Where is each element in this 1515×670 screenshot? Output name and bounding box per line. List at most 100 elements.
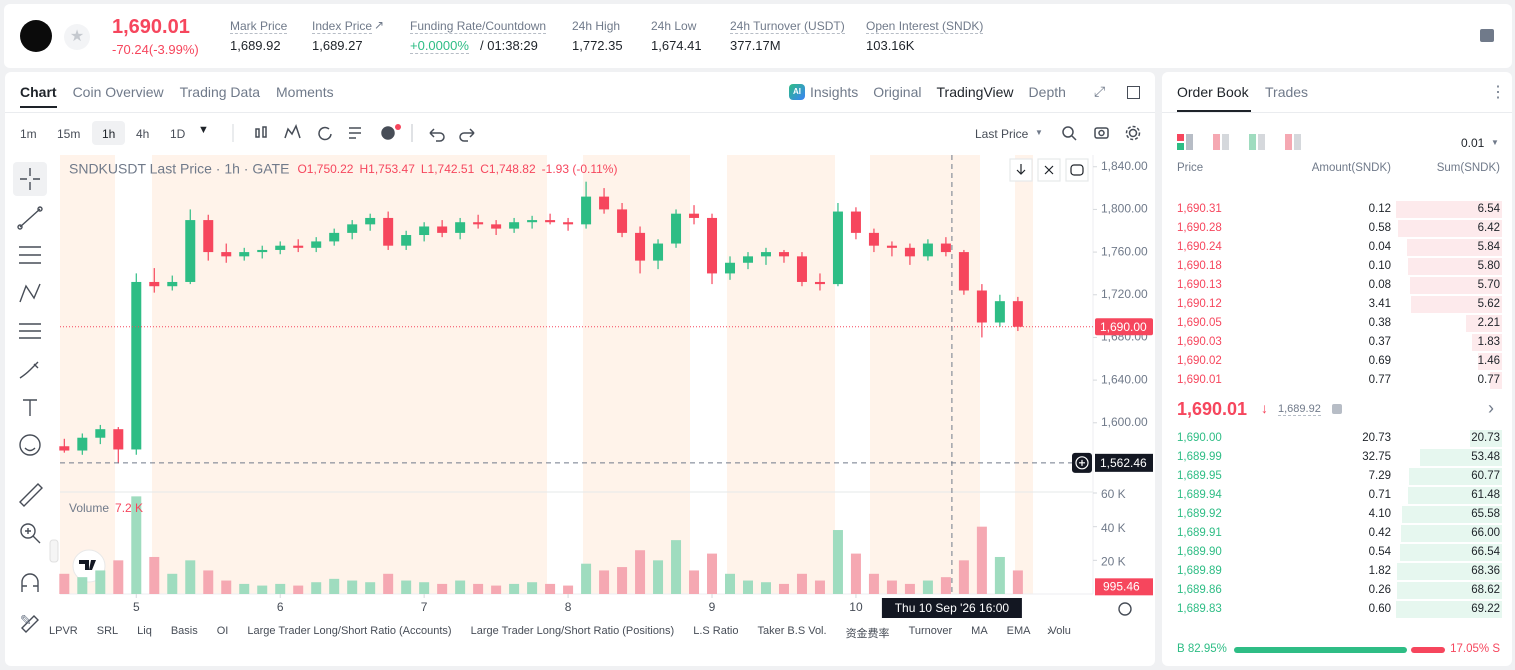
indicator[interactable]: Large Trader Long/Short Ratio (Positions… bbox=[470, 625, 675, 637]
candle-body bbox=[671, 213, 682, 244]
order-row[interactable]: 1,690.31 0.12 6.54 bbox=[1162, 200, 1512, 219]
depth-bar bbox=[1408, 468, 1502, 485]
column-header: Sum(SNDK) bbox=[1436, 162, 1500, 174]
indicator[interactable]: 资金费率 bbox=[845, 628, 890, 640]
edit-icon[interactable]: ✎ bbox=[20, 612, 32, 628]
order-row[interactable]: 1,690.00 20.73 20.73 bbox=[1162, 429, 1512, 448]
dropdown-caret[interactable]: ▼ bbox=[198, 124, 209, 136]
window-icon[interactable] bbox=[1127, 86, 1140, 99]
order-row[interactable]: 1,690.12 3.41 5.62 bbox=[1162, 295, 1512, 314]
indicator[interactable]: Large Trader Long/Short Ratio (Accounts) bbox=[247, 625, 452, 637]
candle-body bbox=[167, 281, 178, 287]
order-amount: 0.37 bbox=[1368, 336, 1391, 348]
scroll-handle[interactable] bbox=[49, 539, 59, 563]
indicator[interactable]: Turnover bbox=[908, 625, 953, 637]
dropdown-caret[interactable]: ▼ bbox=[1035, 128, 1043, 137]
volume-bar bbox=[347, 580, 358, 594]
volume-bar bbox=[59, 573, 70, 594]
price-source[interactable]: Last Price bbox=[975, 127, 1029, 141]
tab[interactable]: Coin Overview bbox=[72, 84, 164, 100]
more-arrow[interactable]: › bbox=[1488, 398, 1494, 418]
more-icon[interactable]: ⋮ bbox=[1490, 84, 1506, 101]
indicator[interactable]: OI bbox=[216, 625, 229, 637]
view-tab[interactable]: Original bbox=[873, 84, 922, 100]
interval[interactable]: 4h bbox=[136, 127, 150, 141]
indicator[interactable]: EMA bbox=[1006, 625, 1031, 637]
view-tab[interactable]: Insights bbox=[810, 84, 859, 100]
interval[interactable]: 15m bbox=[57, 127, 81, 141]
y-tick-label: 1,840.00 bbox=[1101, 159, 1148, 173]
indicator[interactable]: MA bbox=[971, 625, 988, 637]
candle-body bbox=[77, 437, 88, 451]
order-amount: 0.38 bbox=[1368, 317, 1391, 329]
x-tick-label: 8 bbox=[565, 600, 572, 614]
order-row[interactable]: 1,689.83 0.60 69.22 bbox=[1162, 600, 1512, 619]
order-row[interactable]: 1,690.13 0.08 5.70 bbox=[1162, 276, 1512, 295]
interval[interactable]: 1D bbox=[170, 127, 186, 141]
volume-bar bbox=[221, 580, 232, 594]
order-sum: 6.42 bbox=[1477, 222, 1500, 234]
order-sum: 68.62 bbox=[1471, 584, 1500, 596]
order-row[interactable]: 1,689.89 1.82 68.36 bbox=[1162, 562, 1512, 581]
badge bbox=[395, 124, 401, 130]
indicator[interactable]: Liq bbox=[137, 625, 152, 637]
order-row[interactable]: 1,689.99 32.75 53.48 bbox=[1162, 448, 1512, 467]
order-row[interactable]: 1,690.02 0.69 1.46 bbox=[1162, 352, 1512, 371]
order-row[interactable]: 1,689.86 0.26 68.62 bbox=[1162, 581, 1512, 600]
indicator[interactable]: SRL bbox=[96, 625, 119, 637]
candle-body bbox=[617, 209, 628, 233]
view-tab[interactable]: Depth bbox=[1028, 84, 1066, 100]
x-tick-label: 10 bbox=[849, 600, 863, 614]
tab-active[interactable]: Order Book bbox=[1177, 84, 1249, 100]
order-row[interactable]: 1,690.18 0.10 5.80 bbox=[1162, 257, 1512, 276]
dropdown-caret[interactable]: ▼ bbox=[1491, 138, 1499, 147]
view-tab[interactable]: TradingView bbox=[936, 84, 1014, 100]
tool-icons[interactable] bbox=[255, 124, 475, 142]
indicator[interactable]: L.S Ratio bbox=[693, 625, 739, 637]
order-row[interactable]: 1,690.03 0.37 1.83 bbox=[1162, 333, 1512, 352]
action-icons[interactable] bbox=[1062, 125, 1141, 141]
notes-icon[interactable] bbox=[1480, 29, 1494, 42]
indicator[interactable]: Taker B.S Vol. bbox=[757, 625, 827, 637]
order-amount: 32.75 bbox=[1362, 451, 1391, 463]
order-price: 1,689.83 bbox=[1177, 603, 1222, 615]
settings-icon[interactable] bbox=[1118, 602, 1132, 616]
fullscreen-icon[interactable]: ⤢ bbox=[1094, 83, 1106, 99]
pane-buttons[interactable] bbox=[1009, 158, 1089, 182]
tab[interactable]: Trading Data bbox=[179, 84, 261, 100]
stat-label[interactable]: Index Price bbox=[312, 19, 373, 34]
y-tick-label: 1,640.00 bbox=[1101, 372, 1148, 386]
tab[interactable]: Trades bbox=[1265, 84, 1309, 100]
volume-bar bbox=[778, 583, 789, 594]
volume-bar bbox=[311, 582, 322, 594]
tab[interactable]: Moments bbox=[276, 84, 334, 100]
order-row[interactable]: 1,689.91 0.42 66.00 bbox=[1162, 524, 1512, 543]
order-row[interactable]: 1,689.95 7.29 60.77 bbox=[1162, 467, 1512, 486]
order-row[interactable]: 1,689.94 0.71 61.48 bbox=[1162, 486, 1512, 505]
link-icon[interactable]: ↗ bbox=[374, 18, 385, 32]
volume-bar bbox=[149, 556, 160, 594]
scroll-right[interactable]: › bbox=[1047, 622, 1052, 638]
indicator[interactable]: LPVR bbox=[49, 625, 78, 637]
favorite-button[interactable]: ★ bbox=[64, 24, 90, 50]
order-row[interactable]: 1,690.28 0.58 6.42 bbox=[1162, 219, 1512, 238]
order-price: 1,689.99 bbox=[1177, 451, 1222, 463]
order-row[interactable]: 1,690.05 0.38 2.21 bbox=[1162, 314, 1512, 333]
order-price: 1,690.00 bbox=[1177, 432, 1222, 444]
indicator[interactable]: Basis bbox=[170, 625, 198, 637]
order-sum: 5.84 bbox=[1477, 241, 1500, 253]
interval[interactable]: 1m bbox=[20, 127, 37, 141]
indicator[interactable]: Volu bbox=[1049, 625, 1071, 637]
order-row[interactable]: 1,689.92 4.10 65.58 bbox=[1162, 505, 1512, 524]
candle-body bbox=[329, 232, 340, 242]
tick-size[interactable]: 0.01 bbox=[1461, 136, 1485, 150]
order-row[interactable]: 1,689.90 0.54 66.54 bbox=[1162, 543, 1512, 562]
volume-bar bbox=[922, 580, 933, 594]
interval[interactable]: 1h bbox=[102, 127, 116, 141]
layout-buttons[interactable] bbox=[1177, 134, 1307, 150]
drawing-tools[interactable] bbox=[17, 168, 43, 633]
tab[interactable]: Chart bbox=[20, 84, 57, 108]
order-sum: 2.21 bbox=[1477, 317, 1500, 329]
order-row[interactable]: 1,690.01 0.77 0.77 bbox=[1162, 371, 1512, 390]
order-row[interactable]: 1,690.24 0.04 5.84 bbox=[1162, 238, 1512, 257]
